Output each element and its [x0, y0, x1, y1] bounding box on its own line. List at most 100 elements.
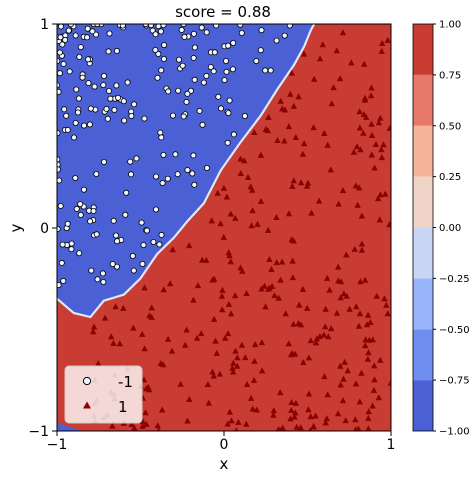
- data-point-negative: [57, 88, 62, 95]
- data-point-positive: [361, 94, 369, 101]
- data-point-positive: [270, 411, 277, 418]
- legend-marker-positive: [83, 401, 91, 409]
- data-point-positive: [377, 191, 384, 198]
- data-point-negative: [57, 177, 63, 184]
- data-point-positive: [368, 84, 375, 91]
- decision-boundary: [57, 24, 316, 319]
- data-point-negative: [100, 278, 107, 285]
- data-point-positive: [142, 409, 149, 416]
- data-point-positive: [277, 276, 284, 283]
- data-point-positive: [382, 190, 389, 197]
- data-point-positive: [378, 47, 385, 54]
- data-point-negative: [77, 201, 84, 208]
- data-point-positive: [336, 75, 344, 82]
- data-point-negative: [165, 88, 172, 95]
- data-point-positive: [358, 212, 366, 219]
- data-point-negative: [57, 225, 61, 232]
- series-negative-points: [57, 24, 293, 289]
- data-point-positive: [372, 141, 380, 147]
- data-point-negative: [199, 121, 206, 128]
- data-point-positive: [305, 406, 312, 413]
- data-point-positive: [365, 408, 372, 415]
- data-point-positive: [307, 337, 314, 344]
- data-point-positive: [374, 195, 382, 202]
- data-point-negative: [152, 206, 159, 213]
- data-point-negative: [253, 58, 260, 65]
- data-point-negative: [59, 41, 66, 48]
- data-point-negative: [191, 44, 198, 51]
- data-point-positive: [335, 200, 342, 207]
- data-point-positive: [353, 143, 361, 150]
- data-point-positive: [289, 257, 296, 264]
- data-point-negative: [58, 259, 65, 266]
- data-point-positive: [265, 226, 272, 233]
- data-point-positive: [311, 75, 318, 82]
- data-point-positive: [320, 331, 328, 338]
- data-point-positive: [361, 276, 369, 283]
- data-point-positive: [361, 60, 368, 67]
- data-point-positive: [168, 347, 176, 354]
- data-point-positive: [287, 90, 294, 97]
- data-point-negative: [213, 24, 220, 29]
- data-point-positive: [365, 414, 372, 421]
- data-point-negative: [88, 267, 95, 274]
- data-point-positive: [271, 292, 278, 299]
- data-point-positive: [308, 209, 315, 216]
- data-point-negative: [180, 113, 187, 120]
- data-point-positive: [339, 29, 347, 36]
- data-point-positive: [291, 413, 298, 420]
- data-point-negative: [85, 80, 92, 87]
- legend-marker-negative: [82, 376, 92, 386]
- data-point-positive: [262, 303, 269, 310]
- data-point-negative: [107, 95, 114, 102]
- data-point-negative: [57, 202, 64, 209]
- data-point-negative: [179, 62, 186, 69]
- data-point-positive: [234, 354, 241, 361]
- data-point-positive: [209, 368, 216, 375]
- data-point-negative: [160, 151, 167, 158]
- data-point-negative: [106, 88, 113, 95]
- data-point-positive: [353, 426, 359, 431]
- data-point-positive: [312, 339, 320, 346]
- data-point-positive: [235, 418, 242, 425]
- data-point-positive: [305, 354, 313, 361]
- data-point-positive: [234, 362, 241, 369]
- data-point-negative: [87, 105, 94, 112]
- data-point-positive: [120, 304, 127, 311]
- data-point-negative: [100, 82, 107, 89]
- data-point-negative: [111, 107, 118, 114]
- data-point-positive: [282, 310, 289, 317]
- data-point-positive: [250, 376, 258, 383]
- data-point-positive: [285, 210, 293, 217]
- data-point-positive: [130, 324, 137, 331]
- data-point-negative: [113, 82, 120, 89]
- colorbar-ticks: 1.00 0.75 0.50 0.25 0.00 −0.25 −0.50 −0.75 −1.00: [433, 20, 470, 438]
- colorbar-tick-label: 1.00: [439, 20, 461, 31]
- data-point-positive: [251, 129, 258, 135]
- data-point-positive: [216, 370, 224, 377]
- data-point-positive: [148, 304, 155, 311]
- data-point-negative: [63, 112, 70, 119]
- data-point-negative: [262, 67, 269, 74]
- data-point-positive: [364, 311, 372, 318]
- data-point-positive: [198, 330, 205, 337]
- data-point-positive: [342, 417, 349, 424]
- data-point-positive: [270, 407, 277, 414]
- data-point-negative: [101, 158, 108, 165]
- data-point-positive: [327, 166, 334, 173]
- data-point-positive: [360, 129, 367, 136]
- data-point-negative: [191, 76, 198, 83]
- colorbar-tick-label: 0.25: [439, 172, 461, 183]
- data-point-positive: [386, 124, 391, 131]
- data-point-negative: [140, 242, 147, 249]
- data-point-negative: [184, 167, 191, 174]
- data-point-negative: [175, 56, 182, 63]
- data-point-negative: [113, 232, 120, 239]
- data-point-positive: [139, 422, 146, 429]
- data-point-negative: [72, 174, 79, 181]
- colorbar-tick-label: −1.00: [439, 427, 470, 438]
- data-point-positive: [237, 155, 244, 162]
- data-point-negative: [75, 95, 82, 102]
- data-point-negative: [84, 25, 91, 32]
